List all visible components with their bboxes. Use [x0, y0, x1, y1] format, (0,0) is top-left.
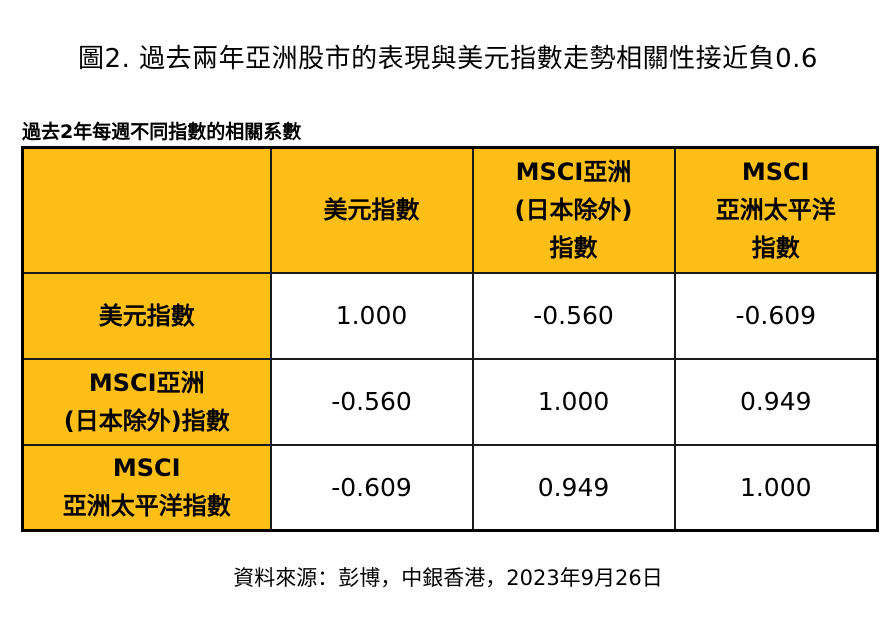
value-cell: 0.949 — [673, 357, 879, 446]
row-header: 美元指數 — [21, 271, 272, 360]
value-cell: -0.560 — [471, 271, 676, 360]
value-cell: -0.560 — [269, 357, 474, 446]
correlation-table: 美元指數 MSCI亞洲 (日本除外) 指數 MSCI 亞洲太平洋 指數 美元指數… — [21, 146, 879, 532]
table-row: MSCI 亞洲太平洋指數 -0.609 0.949 1.000 — [21, 443, 879, 532]
table-row: 美元指數 1.000 -0.560 -0.609 — [21, 271, 879, 360]
table-header-row: 美元指數 MSCI亞洲 (日本除外) 指數 MSCI 亞洲太平洋 指數 — [21, 146, 879, 274]
value-cell: 1.000 — [269, 271, 474, 360]
page-title: 圖2. 過去兩年亞洲股市的表現與美元指數走勢相關性接近負0.6 — [78, 44, 818, 74]
value-cell: 1.000 — [673, 443, 879, 532]
value-cell: -0.609 — [673, 271, 879, 360]
value-cell: 0.949 — [471, 443, 676, 532]
corner-cell — [21, 146, 272, 274]
row-header: MSCI 亞洲太平洋指數 — [21, 443, 272, 532]
table-subtitle: 過去2年每週不同指數的相關系數 — [22, 121, 302, 143]
source-note: 資料來源：彭博，中銀香港，2023年9月26日 — [233, 566, 663, 590]
column-header: MSCI亞洲 (日本除外) 指數 — [471, 146, 676, 274]
column-header: MSCI 亞洲太平洋 指數 — [673, 146, 879, 274]
row-header: MSCI亞洲 (日本除外)指數 — [21, 357, 272, 446]
table-row: MSCI亞洲 (日本除外)指數 -0.560 1.000 0.949 — [21, 357, 879, 446]
value-cell: 1.000 — [471, 357, 676, 446]
value-cell: -0.609 — [269, 443, 474, 532]
column-header: 美元指數 — [269, 146, 474, 274]
